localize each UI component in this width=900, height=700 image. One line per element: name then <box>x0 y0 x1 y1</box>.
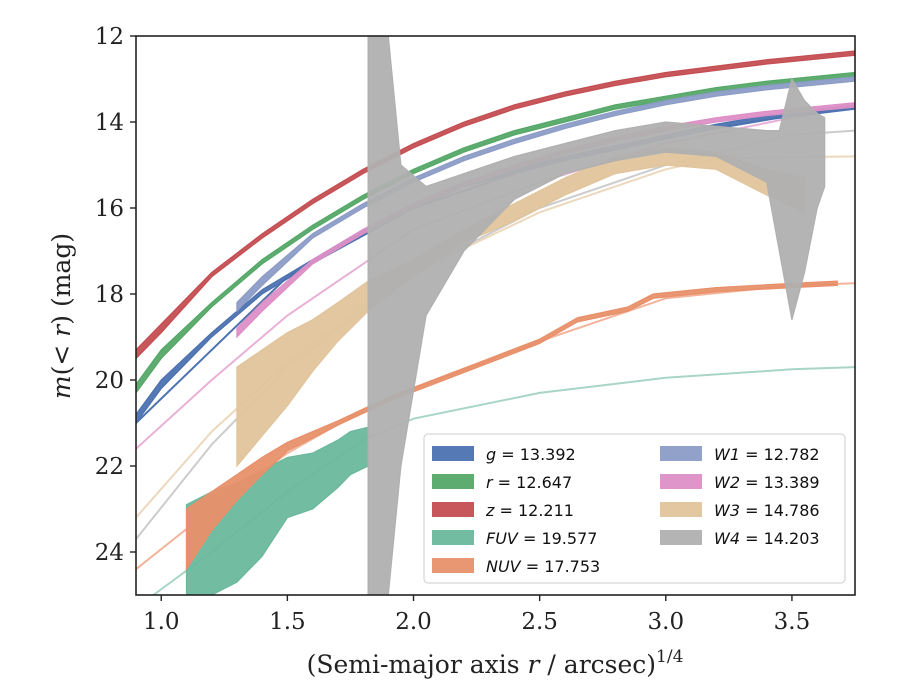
y-tick-label: 14 <box>95 110 124 136</box>
y-tick-label: 24 <box>95 540 124 566</box>
legend-swatch-g <box>432 446 474 461</box>
y-axis-title-rest: ) (mag) <box>47 233 76 325</box>
legend-label-w4: W4 = 14.203 <box>714 529 820 548</box>
x-axis-ticks: 1.0 1.5 2.0 2.5 3.0 3.5 <box>143 595 810 635</box>
x-axis-title: (Semi-major axis r / arcsec)1/4 <box>307 647 684 679</box>
y-tick-label: 18 <box>95 282 124 308</box>
band-z <box>136 50 855 360</box>
band-nuv <box>185 280 838 572</box>
legend-label-z: z = 12.211 <box>485 501 574 520</box>
legend-label-fuv: FUV = 19.577 <box>486 529 597 548</box>
legend-label-g: g = 13.392 <box>486 445 576 464</box>
legend-swatch-r <box>432 474 474 489</box>
y-tick-label: 16 <box>95 196 124 222</box>
x-tick-label: 3.5 <box>774 609 811 635</box>
legend-swatch-z <box>432 502 474 517</box>
band-r <box>136 71 855 394</box>
y-tick-label: 12 <box>95 24 124 50</box>
legend-box <box>423 433 846 584</box>
legend-swatch-w3 <box>660 502 702 517</box>
legend: g = 13.392 r = 12.647 z = 12.211 FUV = 19.5… <box>423 433 846 584</box>
legend-label-r: r = 12.647 <box>486 473 572 492</box>
legend-swatch-nuv <box>432 558 474 573</box>
legend-swatch-fuv <box>432 530 474 545</box>
y-axis-title-open: (< <box>47 337 76 376</box>
legend-label-w3: W3 = 14.786 <box>714 501 820 520</box>
x-tick-label: 2.5 <box>521 609 558 635</box>
x-axis-title-exponent: 1/4 <box>656 647 683 667</box>
y-axis-ticks: 12 14 16 18 20 22 24 <box>95 24 136 566</box>
legend-swatch-w4 <box>660 530 702 545</box>
data-bands <box>136 36 855 595</box>
x-tick-label: 2.0 <box>395 609 432 635</box>
x-axis-title-var: r <box>528 650 542 679</box>
x-tick-label: 1.5 <box>269 609 306 635</box>
legend-label-w1: W1 = 12.782 <box>714 445 820 464</box>
legend-label-nuv: NUV = 17.753 <box>486 557 600 576</box>
y-axis-title-r: r <box>47 323 76 337</box>
y-tick-label: 20 <box>95 368 124 394</box>
band-w4 <box>367 36 826 595</box>
legend-swatch-w2 <box>660 474 702 489</box>
x-axis-title-unit: / arcsec) <box>539 650 656 679</box>
y-axis-title: m(< r) (mag) <box>47 233 76 399</box>
y-tick-label: 22 <box>95 454 124 480</box>
plot-frame <box>135 35 856 596</box>
legend-label-w2: W2 = 13.389 <box>714 473 820 492</box>
x-axis-title-main: (Semi-major axis <box>307 650 528 679</box>
x-tick-label: 3.0 <box>648 609 685 635</box>
y-axis-title-m: m <box>47 375 76 399</box>
x-tick-label: 1.0 <box>143 609 180 635</box>
legend-swatch-w1 <box>660 446 702 461</box>
